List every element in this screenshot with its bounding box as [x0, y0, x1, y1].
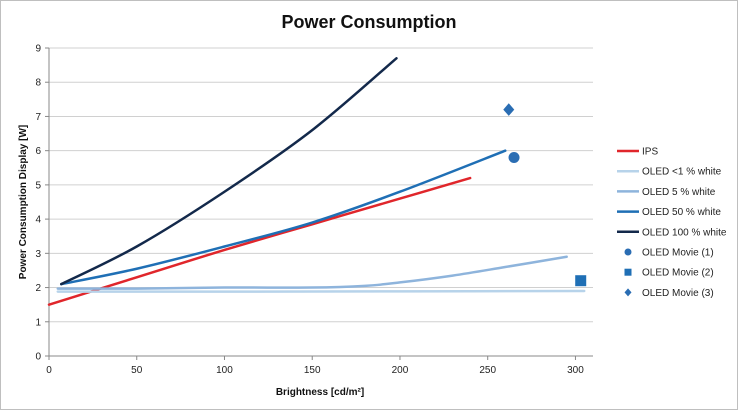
series-line-oled-50-white — [60, 149, 507, 286]
y-tick-label-3: 3 — [35, 249, 41, 260]
gridlines — [49, 47, 593, 323]
x-tick-label-250: 250 — [479, 365, 496, 376]
legend-label-oled-movie-2: OLED Movie (2) — [642, 268, 714, 279]
x-tick-label-50: 50 — [131, 365, 143, 376]
legend-item-oled-50-white: OLED 50 % white — [617, 207, 721, 218]
legend-label-oled-movie-3: OLED Movie (3) — [642, 288, 714, 299]
series-lines — [47, 57, 586, 306]
legend-item-oled-5-white: OLED 5 % white — [617, 187, 716, 198]
x-tick-label-0: 0 — [46, 365, 52, 376]
y-tick-label-2: 2 — [35, 283, 41, 294]
legend-label-oled-50-white: OLED 50 % white — [642, 207, 721, 218]
tick-labels: 0 1 2 3 4 5 6 7 8 9 0 50 100 150 200 250 300 — [35, 44, 584, 377]
legend-swatch-oled-movie-1 — [624, 248, 632, 256]
x-tick-label-100: 100 — [216, 365, 233, 376]
y-tick-label-5: 5 — [35, 180, 41, 191]
chart-title: Power Consumption — [282, 12, 457, 32]
x-tick-label-200: 200 — [392, 365, 409, 376]
legend-item-oled-movie-3: OLED Movie (3) — [624, 288, 714, 299]
legend-label-ips: IPS — [642, 147, 658, 158]
x-tick-label-150: 150 — [304, 365, 321, 376]
legend-label-oled-1-white: OLED <1 % white — [642, 167, 722, 178]
y-tick-label-7: 7 — [35, 112, 41, 123]
y-tick-label-4: 4 — [35, 215, 41, 226]
x-tick-label-300: 300 — [567, 365, 584, 376]
y-tick-label-6: 6 — [35, 146, 41, 157]
legend-item-oled-1-white: OLED <1 % white — [617, 167, 722, 178]
y-axis-label: Power Consumption Display [W] — [18, 125, 29, 279]
y-tick-label-1: 1 — [35, 317, 41, 328]
data-point-oled-movie-1 — [508, 152, 520, 164]
series-line-oled-1-white — [56, 289, 586, 293]
series-line-oled-5-white — [56, 255, 568, 290]
series-markers — [503, 103, 587, 287]
legend-swatch-oled-movie-2 — [624, 268, 632, 276]
axes — [45, 47, 593, 360]
legend-label-oled-100-white: OLED 100 % white — [642, 227, 727, 238]
legend-item-oled-100-white: OLED 100 % white — [617, 227, 727, 238]
y-tick-label-0: 0 — [35, 352, 41, 363]
legend-label-oled-movie-1: OLED Movie (1) — [642, 248, 714, 259]
y-tick-label-8: 8 — [35, 78, 41, 89]
legend: IPS OLED <1 % white OLED 5 % white OLED 50 … — [617, 147, 727, 299]
data-point-oled-movie-2 — [575, 275, 587, 287]
legend-item-oled-movie-2: OLED Movie (2) — [624, 268, 714, 279]
series-line-oled-100-white — [60, 57, 398, 286]
data-point-oled-movie-3 — [503, 103, 515, 116]
y-tick-label-9: 9 — [35, 44, 41, 55]
series-line-ips — [47, 176, 472, 306]
legend-swatch-oled-movie-3 — [624, 288, 632, 297]
legend-item-ips: IPS — [617, 147, 658, 158]
legend-label-oled-5-white: OLED 5 % white — [642, 187, 716, 198]
legend-item-oled-movie-1: OLED Movie (1) — [624, 248, 714, 259]
x-axis-label: Brightness [cd/m²] — [276, 387, 364, 398]
